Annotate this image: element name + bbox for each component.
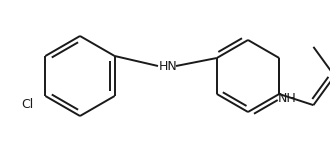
Text: NH: NH: [278, 92, 297, 105]
Text: HN: HN: [159, 60, 178, 72]
Text: Cl: Cl: [21, 97, 33, 111]
